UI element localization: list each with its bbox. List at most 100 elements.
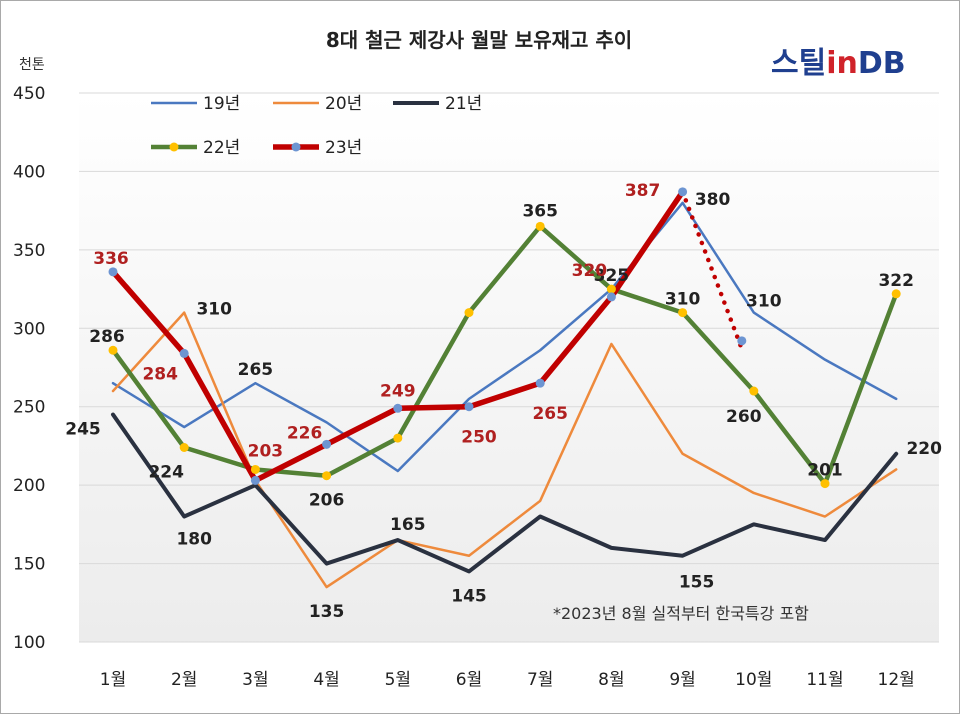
x-tick-label: 4월	[313, 670, 339, 690]
legend-label-19: 19년	[203, 94, 240, 114]
svg-text:스틸inDB: 스틸inDB	[771, 46, 906, 81]
x-axis: 1월 2월 3월 4월 5월 6월 7월 8월 9월 10월 11월 12월	[100, 670, 915, 690]
marker-23	[179, 348, 189, 358]
series-line-20	[111, 311, 898, 589]
y-tick-label: 100	[13, 633, 45, 653]
marker-22	[535, 221, 545, 231]
data-label-23: 320	[572, 261, 608, 281]
footnote: *2023년 8월 실적부터 한국특강 포함	[553, 604, 809, 623]
legend-marker	[291, 142, 301, 152]
marker-23	[322, 439, 332, 449]
plot-area	[79, 93, 939, 642]
brand-logo: 스틸inDB	[771, 46, 906, 81]
data-label-22: 201	[807, 461, 843, 481]
data-label-22: 206	[309, 491, 345, 511]
marker-22	[250, 464, 260, 474]
gridlines	[79, 92, 939, 643]
data-label-19: 265	[238, 360, 274, 380]
data-label-19: 310	[746, 292, 782, 312]
marker-23	[606, 292, 616, 302]
x-tick-label: 7월	[527, 670, 553, 690]
marker-projection-end	[737, 336, 747, 346]
y-tick-label: 250	[13, 398, 45, 418]
legend-label-20: 20년	[325, 94, 362, 114]
y-axis: 100 150 200 250 300 350 400 450	[13, 84, 45, 653]
legend: 19년 20년 21년 22년 23년	[151, 94, 482, 158]
x-tick-label: 9월	[669, 670, 695, 690]
brand-part1: 스틸	[771, 46, 826, 81]
x-tick-label: 5월	[385, 670, 411, 690]
legend-label-22: 22년	[203, 138, 240, 158]
data-labels: 265 325 380 310 310 135 165 245 180 145 155 220 286 2…	[65, 181, 942, 622]
series-markers	[108, 187, 901, 489]
data-label-23: 387	[625, 181, 661, 201]
marker-23	[393, 403, 403, 413]
marker-22	[606, 284, 616, 294]
data-label-23: 250	[461, 428, 497, 448]
x-tick-label: 3월	[242, 670, 268, 690]
data-label-21: 155	[679, 573, 715, 593]
data-label-19: 380	[695, 190, 731, 210]
data-label-23: 284	[142, 364, 178, 384]
marker-22	[749, 386, 759, 396]
data-label-23: 265	[532, 404, 568, 424]
marker-22	[179, 442, 189, 452]
data-label-23: 249	[380, 381, 416, 401]
x-tick-label: 11월	[806, 670, 843, 690]
data-label-22: 260	[726, 407, 762, 427]
marker-23	[535, 378, 545, 388]
legend-label-21: 21년	[445, 94, 482, 114]
data-label-22: 322	[878, 271, 914, 291]
data-label-21: 245	[65, 420, 101, 440]
marker-23	[250, 475, 260, 485]
projection-line	[680, 189, 745, 352]
data-label-20: 135	[309, 602, 345, 622]
marker-23	[108, 267, 118, 277]
x-tick-label: 6월	[456, 670, 482, 690]
data-label-22: 286	[89, 327, 125, 347]
x-tick-label: 8월	[598, 670, 624, 690]
data-label-22: 365	[522, 201, 558, 221]
marker-22	[820, 479, 830, 489]
data-label-19: 325	[594, 266, 630, 286]
brand-part3: DB	[858, 46, 906, 81]
data-label-23: 336	[93, 249, 129, 269]
legend-label-23: 23년	[325, 138, 362, 158]
marker-22	[393, 433, 403, 443]
y-tick-label: 350	[13, 241, 45, 261]
brand-part2: in	[826, 46, 858, 81]
y-tick-label: 450	[13, 84, 45, 104]
data-label-21: 220	[906, 439, 942, 459]
chart-title: 8대 철근 제강사 월말 보유재고 추이	[326, 28, 632, 52]
data-label-23: 226	[287, 423, 323, 443]
legend-marker	[169, 142, 179, 152]
data-label-21: 145	[451, 586, 487, 606]
x-tick-label: 10월	[735, 670, 772, 690]
marker-22	[322, 471, 332, 481]
data-label-23: 203	[248, 441, 284, 461]
data-label-22: 310	[665, 290, 701, 310]
y-tick-label: 300	[13, 319, 45, 339]
marker-22	[464, 308, 474, 318]
y-unit-label: 천톤	[19, 57, 45, 73]
x-tick-label: 12월	[878, 670, 915, 690]
marker-22	[891, 289, 901, 299]
series-line-22	[110, 224, 899, 486]
y-tick-label: 400	[13, 162, 45, 182]
data-label-22: 224	[148, 462, 184, 482]
series-line-21	[111, 412, 899, 574]
y-tick-label: 150	[13, 555, 45, 575]
data-label-21: 180	[176, 530, 212, 550]
x-tick-label: 1월	[100, 670, 126, 690]
x-tick-label: 2월	[171, 670, 197, 690]
marker-23	[678, 187, 688, 197]
data-label-20: 310	[196, 300, 232, 320]
data-label-20: 165	[390, 515, 426, 535]
series-line-19	[111, 201, 898, 473]
marker-22	[678, 308, 688, 318]
marker-23	[464, 402, 474, 412]
marker-22	[108, 345, 118, 355]
y-tick-label: 200	[13, 476, 45, 496]
